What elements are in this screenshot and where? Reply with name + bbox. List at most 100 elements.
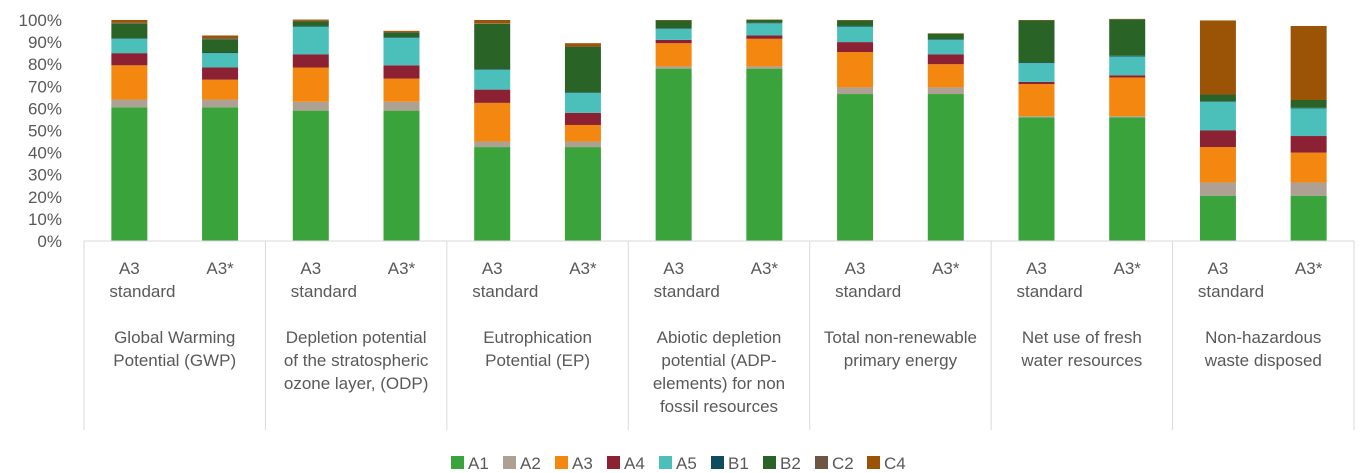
bar-segment-c2 bbox=[384, 32, 420, 33]
bar-segment-a2 bbox=[1019, 116, 1055, 117]
bar-segment-b1 bbox=[293, 26, 329, 27]
legend-swatch-a3 bbox=[555, 456, 568, 469]
bar-label: A3 bbox=[845, 259, 866, 278]
legend-label: C4 bbox=[884, 454, 906, 473]
bar-label: A3 bbox=[1208, 259, 1229, 278]
bar-label: A3 bbox=[482, 259, 503, 278]
group-label: water resources bbox=[1020, 351, 1142, 370]
legend-swatch-b2 bbox=[763, 456, 776, 469]
group-label: Abiotic depletion bbox=[657, 328, 782, 347]
bar-segment-a2 bbox=[565, 142, 601, 148]
bar-segment-a3 bbox=[1291, 153, 1327, 183]
legend-label: A3 bbox=[572, 454, 593, 473]
bars bbox=[111, 19, 1326, 241]
bar-segment-a3 bbox=[384, 79, 420, 102]
bar-label: A3* bbox=[569, 259, 597, 278]
group-label: elements) for non bbox=[653, 374, 785, 393]
bar-segment-c4 bbox=[1291, 26, 1327, 100]
bar-label: A3 bbox=[119, 259, 140, 278]
bar-segment-a1 bbox=[1200, 196, 1236, 241]
y-tick-label: 10% bbox=[28, 210, 62, 229]
bar-segment-a5 bbox=[293, 27, 329, 55]
bar-segment-a4 bbox=[1200, 131, 1236, 148]
bar-segment-c4 bbox=[565, 43, 601, 46]
group-label: Depletion potential bbox=[286, 328, 427, 347]
bar-segment-a3 bbox=[111, 65, 147, 99]
legend-label: A5 bbox=[676, 454, 697, 473]
legend-swatch-b1 bbox=[711, 456, 724, 469]
bar-segment-b1 bbox=[474, 69, 510, 70]
bar-segment-a3 bbox=[928, 64, 964, 87]
bar-segment-a5 bbox=[1019, 63, 1055, 82]
bar-segment-b2 bbox=[1109, 19, 1145, 55]
legend-label: A4 bbox=[624, 454, 645, 473]
bar-label: standard bbox=[654, 282, 720, 301]
bar-segment-b1 bbox=[1291, 108, 1327, 109]
bar-label: A3* bbox=[1295, 259, 1323, 278]
legend-label: A2 bbox=[520, 454, 541, 473]
group-label: Total non-renewable bbox=[824, 328, 977, 347]
bar-label: A3 bbox=[663, 259, 684, 278]
bar-segment-a2 bbox=[202, 100, 238, 108]
bar-segment-a4 bbox=[746, 35, 782, 38]
bar-segment-a1 bbox=[565, 147, 601, 241]
group-label: Global Warming bbox=[114, 328, 235, 347]
bar-segment-b1 bbox=[746, 23, 782, 24]
bar-segment-b1 bbox=[1019, 62, 1055, 63]
bar-segment-b1 bbox=[837, 26, 873, 27]
bar-segment-b2 bbox=[293, 22, 329, 26]
bar-segment-a5 bbox=[1291, 108, 1327, 136]
bar-segment-a1 bbox=[1019, 117, 1055, 241]
bar-segment-b1 bbox=[1109, 56, 1145, 57]
bar-label: A3 bbox=[300, 259, 321, 278]
y-axis: 0% 10% 20% 30% 40% 50% 60% 70% 80% 90% 100% bbox=[19, 11, 62, 251]
bar-segment-a3 bbox=[565, 125, 601, 142]
legend-swatch-c4 bbox=[867, 456, 880, 469]
bar-segment-a5 bbox=[928, 40, 964, 54]
y-tick-label: 40% bbox=[28, 144, 62, 163]
bar-segment-b2 bbox=[928, 34, 964, 40]
bar-segment-a5 bbox=[1200, 102, 1236, 131]
bar-segment-a1 bbox=[111, 107, 147, 241]
bar-segment-a1 bbox=[384, 111, 420, 241]
bar-segment-a4 bbox=[384, 65, 420, 78]
bar-segment-b2 bbox=[656, 20, 692, 28]
bar-segment-b2 bbox=[1019, 20, 1055, 62]
bar-label: A3 bbox=[1026, 259, 1047, 278]
bar-segment-c4 bbox=[202, 35, 238, 38]
bar-segment-c4 bbox=[384, 31, 420, 32]
bar-segment-a4 bbox=[1109, 75, 1145, 77]
bar-segment-a2 bbox=[1200, 182, 1236, 195]
group-label: fossil resources bbox=[660, 397, 778, 416]
bar-segment-a3 bbox=[656, 43, 692, 66]
bar-label: standard bbox=[291, 282, 357, 301]
bar-segment-b2 bbox=[384, 33, 420, 37]
bar-label: standard bbox=[109, 282, 175, 301]
bar-label: A3* bbox=[932, 259, 960, 278]
legend-label: B1 bbox=[728, 454, 749, 473]
bar-segment-a4 bbox=[474, 90, 510, 103]
y-tick-label: 100% bbox=[19, 11, 62, 30]
legend-swatch-a5 bbox=[659, 456, 672, 469]
legend-swatch-c2 bbox=[815, 456, 828, 469]
bar-segment-a1 bbox=[928, 94, 964, 241]
bar-segment-b1 bbox=[202, 52, 238, 53]
group-label: ozone layer, (ODP) bbox=[284, 374, 429, 393]
bar-segment-c4 bbox=[293, 20, 329, 21]
group-label: Potential (EP) bbox=[485, 351, 590, 370]
bar-segment-a5 bbox=[837, 27, 873, 42]
bar-segment-b2 bbox=[474, 24, 510, 69]
bar-segment-a5 bbox=[474, 70, 510, 90]
group-label: Eutrophication bbox=[483, 328, 592, 347]
category-axis: A3 standard A3* Global Warming Potential (GW… bbox=[84, 241, 1354, 430]
bar-segment-b1 bbox=[565, 92, 601, 93]
bar-segment-a2 bbox=[1109, 116, 1145, 117]
y-tick-label: 20% bbox=[28, 188, 62, 207]
bar-segment-a2 bbox=[1291, 182, 1327, 195]
bar-segment-b2 bbox=[1200, 94, 1236, 101]
y-tick-label: 30% bbox=[28, 166, 62, 185]
legend-swatch-a4 bbox=[607, 456, 620, 469]
bar-label: A3* bbox=[388, 259, 416, 278]
bar-segment-a5 bbox=[1109, 56, 1145, 75]
bar-segment-c4 bbox=[111, 20, 147, 23]
